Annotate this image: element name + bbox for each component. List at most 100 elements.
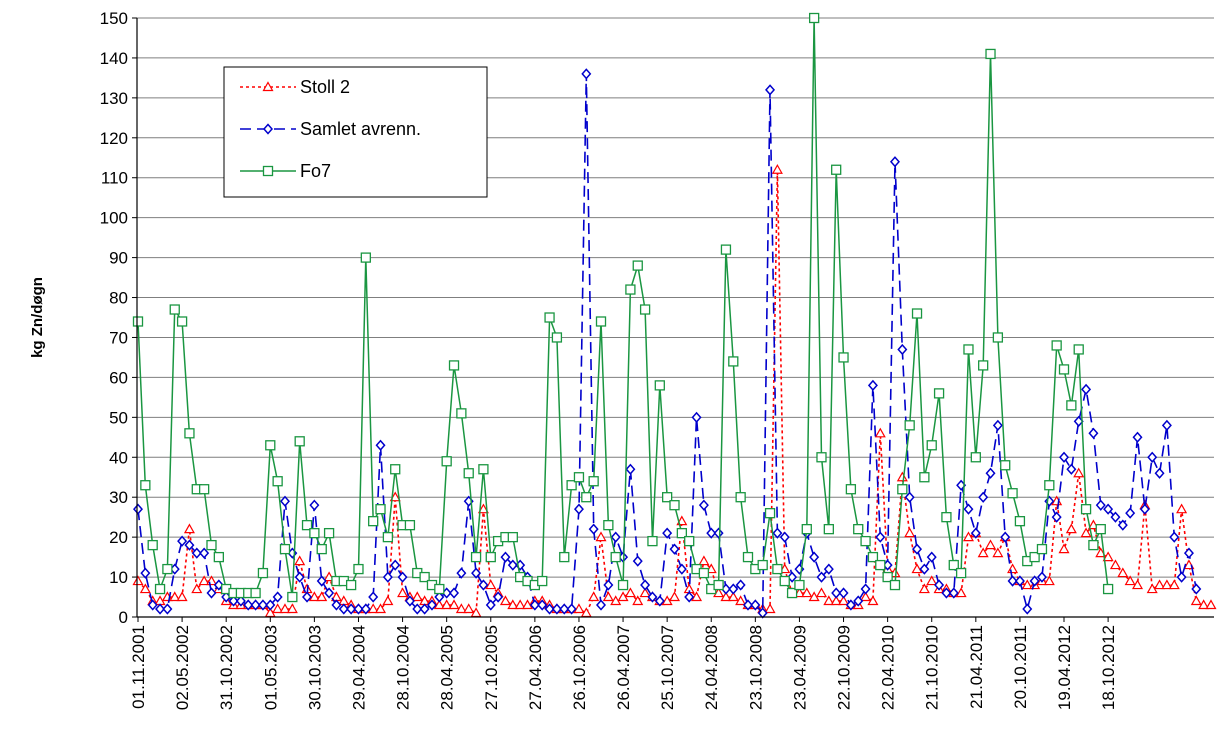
data-point xyxy=(1007,563,1019,574)
data-point xyxy=(1080,527,1092,538)
data-point xyxy=(647,535,658,547)
data-point xyxy=(338,603,349,615)
data-point xyxy=(978,491,989,503)
data-point xyxy=(316,543,327,555)
data-point xyxy=(1059,451,1070,463)
data-point xyxy=(727,591,739,602)
data-point xyxy=(162,603,173,615)
data-point xyxy=(897,484,908,495)
x-tick-label: 01.05.2003 xyxy=(261,625,280,710)
data-point xyxy=(698,499,709,511)
data-point xyxy=(294,571,305,583)
legend-label: Stoll 2 xyxy=(300,77,350,97)
data-point xyxy=(154,583,166,595)
data-point xyxy=(1125,507,1136,519)
data-point xyxy=(1191,583,1202,595)
data-point xyxy=(286,603,298,614)
data-point xyxy=(808,12,820,24)
data-point xyxy=(309,499,320,511)
data-point xyxy=(765,84,776,96)
data-point xyxy=(1117,519,1128,531)
data-point xyxy=(654,380,665,391)
data-point xyxy=(933,388,945,399)
data-point xyxy=(779,531,790,543)
legend-marker xyxy=(262,165,274,177)
data-point xyxy=(449,587,460,599)
data-point xyxy=(162,563,173,575)
data-point xyxy=(640,579,651,591)
data-point xyxy=(735,595,747,606)
data-point xyxy=(455,603,467,614)
data-point xyxy=(463,603,475,614)
data-point xyxy=(794,579,805,591)
data-point xyxy=(838,352,849,363)
data-point xyxy=(684,591,695,603)
y-tick-label: 0 xyxy=(119,608,128,627)
data-point xyxy=(728,356,739,367)
data-point xyxy=(1007,575,1018,587)
data-point xyxy=(720,244,732,255)
data-point xyxy=(272,476,283,487)
data-point xyxy=(507,531,518,543)
legend-label: Fo7 xyxy=(300,161,331,181)
axes xyxy=(136,18,1214,622)
data-point xyxy=(919,472,930,483)
data-point xyxy=(566,480,577,491)
data-point xyxy=(411,591,423,602)
data-point xyxy=(434,591,445,603)
data-point xyxy=(610,531,621,543)
data-point xyxy=(1000,531,1011,543)
data-point xyxy=(294,555,306,566)
y-tick-label: 80 xyxy=(109,289,128,308)
data-point xyxy=(603,520,614,531)
data-point xyxy=(1110,511,1121,523)
data-point xyxy=(698,567,710,579)
data-point xyxy=(147,539,158,551)
data-point xyxy=(1088,539,1099,551)
data-point xyxy=(470,551,482,563)
data-point xyxy=(610,551,621,563)
data-point xyxy=(912,543,923,555)
y-tick-label: 110 xyxy=(101,169,128,188)
data-point xyxy=(919,563,930,575)
x-tick-label: 26.10.2006 xyxy=(570,625,589,710)
y-tick-label: 40 xyxy=(109,448,128,467)
y-tick-label: 50 xyxy=(109,408,128,427)
data-point xyxy=(448,360,460,371)
data-point xyxy=(926,440,937,451)
data-point xyxy=(831,164,842,175)
data-point xyxy=(867,379,878,392)
data-point xyxy=(397,587,409,598)
data-point xyxy=(507,559,518,571)
data-point xyxy=(433,599,445,610)
data-point xyxy=(801,587,813,598)
data-point xyxy=(323,527,335,539)
y-tick-label: 100 xyxy=(100,209,128,228)
data-point xyxy=(897,343,908,356)
data-point xyxy=(1132,431,1143,443)
data-point xyxy=(625,463,636,475)
data-point xyxy=(206,587,217,599)
data-point xyxy=(345,579,357,591)
data-point xyxy=(529,599,540,611)
y-tick-label: 120 xyxy=(100,129,128,148)
x-tick-label: 28.10.2004 xyxy=(394,625,413,710)
x-tick-label: 23.04.2009 xyxy=(790,625,809,710)
data-point xyxy=(514,599,526,610)
data-point xyxy=(169,591,181,602)
data-point xyxy=(970,527,981,539)
data-point xyxy=(1176,571,1187,583)
data-point xyxy=(573,472,585,483)
data-point xyxy=(360,603,371,615)
data-point xyxy=(456,408,467,419)
data-point xyxy=(375,603,387,614)
data-point xyxy=(1103,503,1114,515)
data-point xyxy=(155,603,166,615)
data-point xyxy=(713,579,724,591)
data-point xyxy=(1147,451,1158,463)
data-point xyxy=(132,316,144,327)
data-point xyxy=(889,579,901,591)
data-point xyxy=(728,583,739,595)
data-point xyxy=(456,567,467,579)
data-point xyxy=(581,68,592,80)
